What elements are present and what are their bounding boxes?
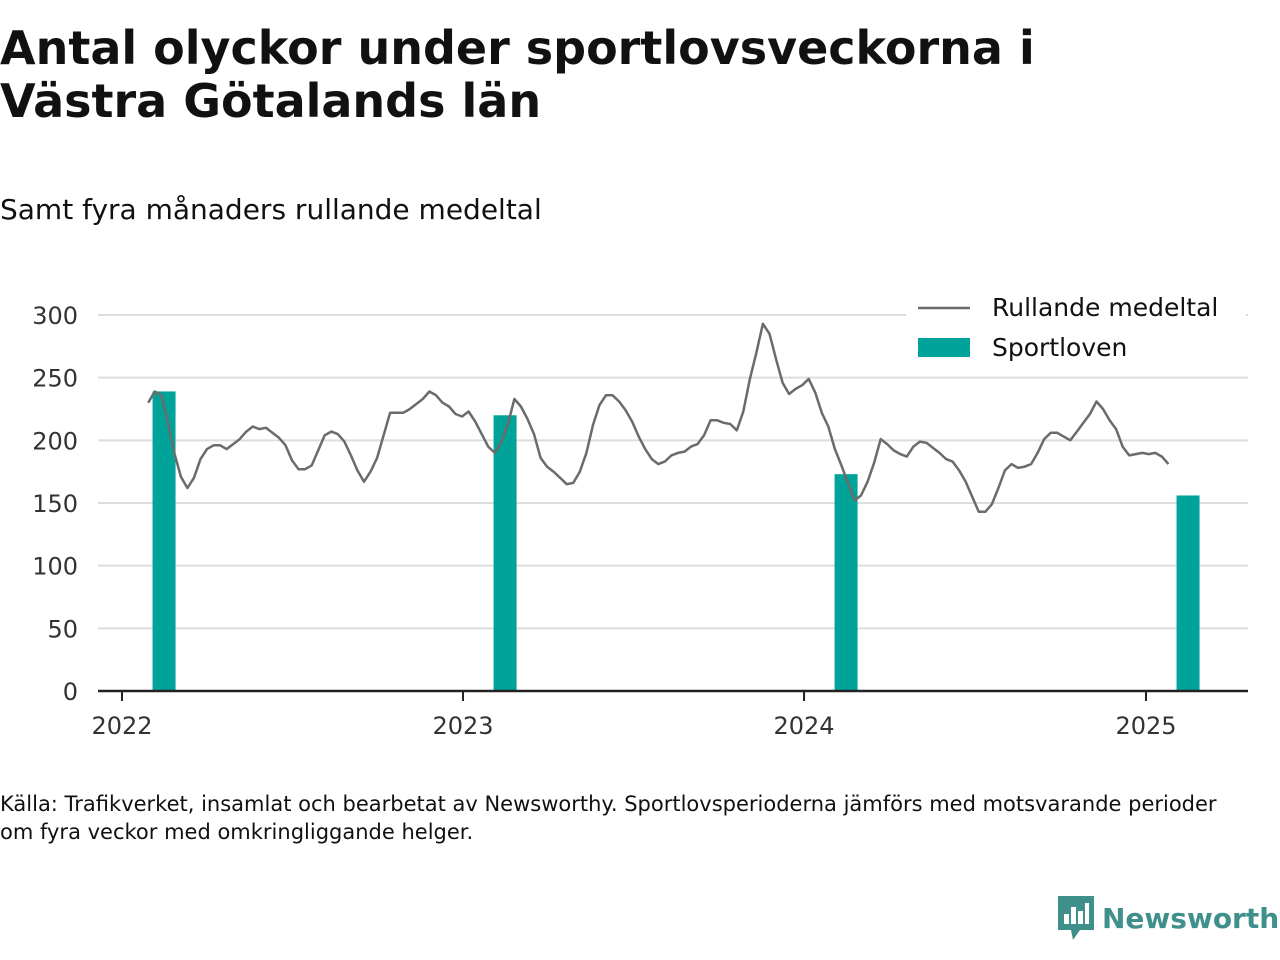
- legend: Rullande medeltal Sportloven: [906, 292, 1246, 372]
- bar-series: [152, 391, 1200, 691]
- gridlines: [98, 314, 1248, 630]
- x-tick-label: 2024: [774, 712, 835, 740]
- x-tick-label: 2025: [1115, 712, 1176, 740]
- source-note: Källa: Trafikverket, insamlat och bearbe…: [0, 792, 1217, 844]
- bar-sportloven-2023-02: [493, 415, 517, 691]
- y-tick-label: 300: [32, 302, 78, 330]
- y-tick-label: 50: [47, 615, 78, 643]
- brand-logo[interactable]: Newsworthy: [1058, 896, 1280, 940]
- newsworthy-logo-icon: [1058, 896, 1094, 940]
- line-rullande-medeltal: [147, 322, 1170, 514]
- x-tick-label: 2023: [432, 712, 493, 740]
- legend-label-sportloven: Sportloven: [992, 333, 1127, 362]
- line-series: [147, 322, 1170, 514]
- legend-background: [906, 292, 1246, 372]
- legend-label-rullande: Rullande medeltal: [992, 293, 1218, 322]
- bar-sportloven-2024-02: [834, 474, 858, 691]
- y-tick-label: 0: [63, 678, 78, 706]
- chart-subtitle: Samt fyra månaders rullande medeltal: [0, 193, 542, 226]
- x-tick-label: 2022: [91, 712, 152, 740]
- y-tick-label: 150: [32, 490, 78, 518]
- y-tick-label: 100: [32, 553, 78, 581]
- brand-name: Newsworthy: [1102, 901, 1280, 935]
- y-tick-label: 250: [32, 365, 78, 393]
- bar-sportloven-2025-02: [1176, 495, 1200, 691]
- y-axis-ticks: 0 50 100 150 200 250 300: [32, 302, 78, 706]
- y-tick-label: 200: [32, 427, 78, 455]
- chart-title: Antal olyckor under sportlovsveckorna i …: [0, 21, 1035, 128]
- x-axis: 2022 2023 2024 2025: [91, 689, 1248, 740]
- chart-area: 0 50 100 150 200 250 300 2022 2023 2024 2025 Rull…: [32, 292, 1248, 740]
- bar-sportloven-2022-02: [152, 391, 176, 691]
- legend-bar-swatch: [918, 338, 970, 357]
